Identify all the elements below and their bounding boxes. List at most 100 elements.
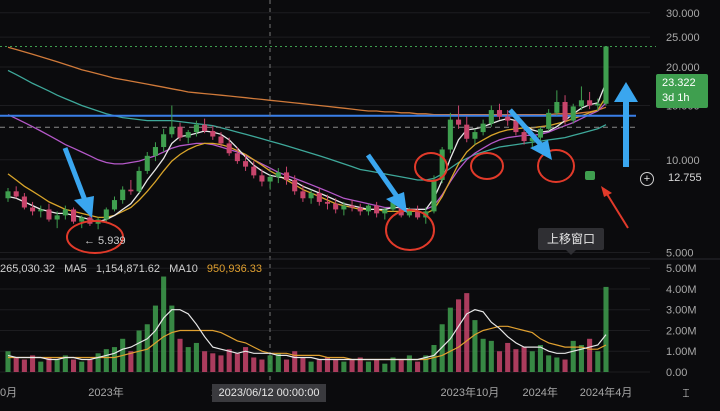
volume-bar	[578, 345, 584, 372]
candle	[144, 151, 150, 174]
volume-bar	[111, 347, 118, 372]
volume-bar	[562, 359, 568, 372]
price-tick-label: 5.000	[666, 248, 694, 260]
volume-bar	[46, 357, 52, 372]
candle	[161, 128, 167, 152]
volume-bar	[472, 320, 478, 372]
volume-bar	[456, 299, 462, 372]
blue-arrow-down-left	[62, 147, 94, 218]
volume-tick-label: 1.00M	[666, 346, 697, 358]
candle	[578, 86, 584, 111]
volume-bar	[513, 349, 519, 372]
blue-arrow-down-mid	[365, 153, 407, 213]
candle	[488, 105, 494, 127]
volume-bar	[54, 359, 60, 372]
candle	[79, 215, 85, 229]
volume-bar	[292, 351, 298, 372]
volume-bar	[95, 353, 101, 372]
candle	[316, 187, 322, 206]
add-alert-button[interactable]: +	[640, 172, 654, 186]
volume-bar	[464, 293, 470, 372]
candle	[341, 201, 347, 216]
volume-info-bar: 265,030.32 MA5 1,154,871.62 MA10 950,936…	[0, 263, 268, 275]
blue-arrow-up	[614, 82, 638, 167]
candle	[349, 200, 355, 212]
candle	[251, 161, 257, 179]
volume-bar	[161, 276, 167, 372]
candle	[333, 198, 339, 214]
ma5-label: MA5	[64, 263, 87, 275]
candle	[546, 109, 552, 131]
volume-bar	[316, 359, 322, 372]
candle	[415, 205, 421, 220]
candle	[365, 203, 371, 216]
candle	[324, 194, 331, 210]
candle	[202, 118, 208, 134]
volume-bars	[5, 276, 609, 372]
volume-bar	[300, 357, 306, 372]
candle	[505, 110, 511, 126]
volume-bar	[218, 355, 224, 372]
price-tick-label: 25.000	[666, 32, 700, 44]
volume-bar	[447, 307, 453, 372]
volume-value: 265,030.32	[0, 263, 56, 275]
red-arrow	[601, 186, 629, 229]
volume-bar	[87, 359, 93, 372]
text-cursor-icon[interactable]: ⌶	[682, 386, 690, 400]
candles	[5, 46, 609, 230]
ma10-value: 950,936.33	[206, 263, 262, 275]
volume-bar	[415, 361, 421, 372]
x-tick-label: 2023年10月	[441, 385, 500, 399]
event-marker[interactable]	[585, 171, 595, 180]
candle	[95, 217, 101, 230]
volume-ma-lines	[7, 309, 607, 361]
price-overlay-line	[7, 69, 607, 181]
annotation-circle-oct	[385, 209, 435, 251]
price-overlay-line	[7, 46, 607, 116]
volume-tick-label: 3.00M	[666, 305, 697, 317]
candle	[70, 207, 77, 224]
move-pane-up-tooltip: 上移窗口	[538, 228, 604, 255]
volume-bar	[554, 357, 560, 372]
volume-bar	[283, 359, 290, 372]
candle	[210, 125, 216, 140]
candle	[103, 207, 109, 222]
candle	[243, 154, 249, 171]
candle	[587, 91, 593, 110]
candle	[13, 186, 19, 199]
volume-tick-label: 0.00	[666, 367, 687, 379]
x-tick-label: 0月	[0, 387, 17, 399]
candle	[128, 179, 134, 195]
candle	[38, 205, 44, 218]
volume-bar	[570, 340, 576, 372]
x-tick-label: 2024年	[522, 385, 557, 399]
volume-bar	[169, 305, 175, 372]
candle	[374, 201, 380, 218]
volume-bar	[341, 361, 347, 372]
volume-bar	[62, 355, 68, 372]
volume-bar	[496, 351, 503, 372]
volume-bar	[406, 355, 412, 372]
volume-bar	[546, 355, 552, 372]
volume-bar	[70, 359, 77, 372]
candle	[447, 112, 453, 154]
volume-bar	[234, 353, 240, 372]
volume-bar	[259, 359, 265, 372]
volume-bar	[423, 355, 429, 372]
volume-bar	[587, 338, 593, 372]
x-tick-label: 2023年	[88, 385, 123, 399]
volume-bar	[152, 305, 158, 372]
volume-bar	[398, 359, 404, 372]
volume-bar	[210, 353, 216, 372]
volume-bar	[251, 357, 257, 372]
candle	[480, 119, 486, 136]
current-price-badge: 23.322 3d 1h	[656, 74, 708, 108]
candle	[595, 98, 601, 111]
volume-bar	[193, 342, 199, 372]
volume-bar	[202, 351, 208, 372]
annotation-circle-peak3	[537, 149, 575, 183]
candle-countdown: 3d 1h	[662, 92, 690, 104]
candle	[554, 90, 560, 116]
price-tick-label: 10.000	[666, 155, 700, 167]
